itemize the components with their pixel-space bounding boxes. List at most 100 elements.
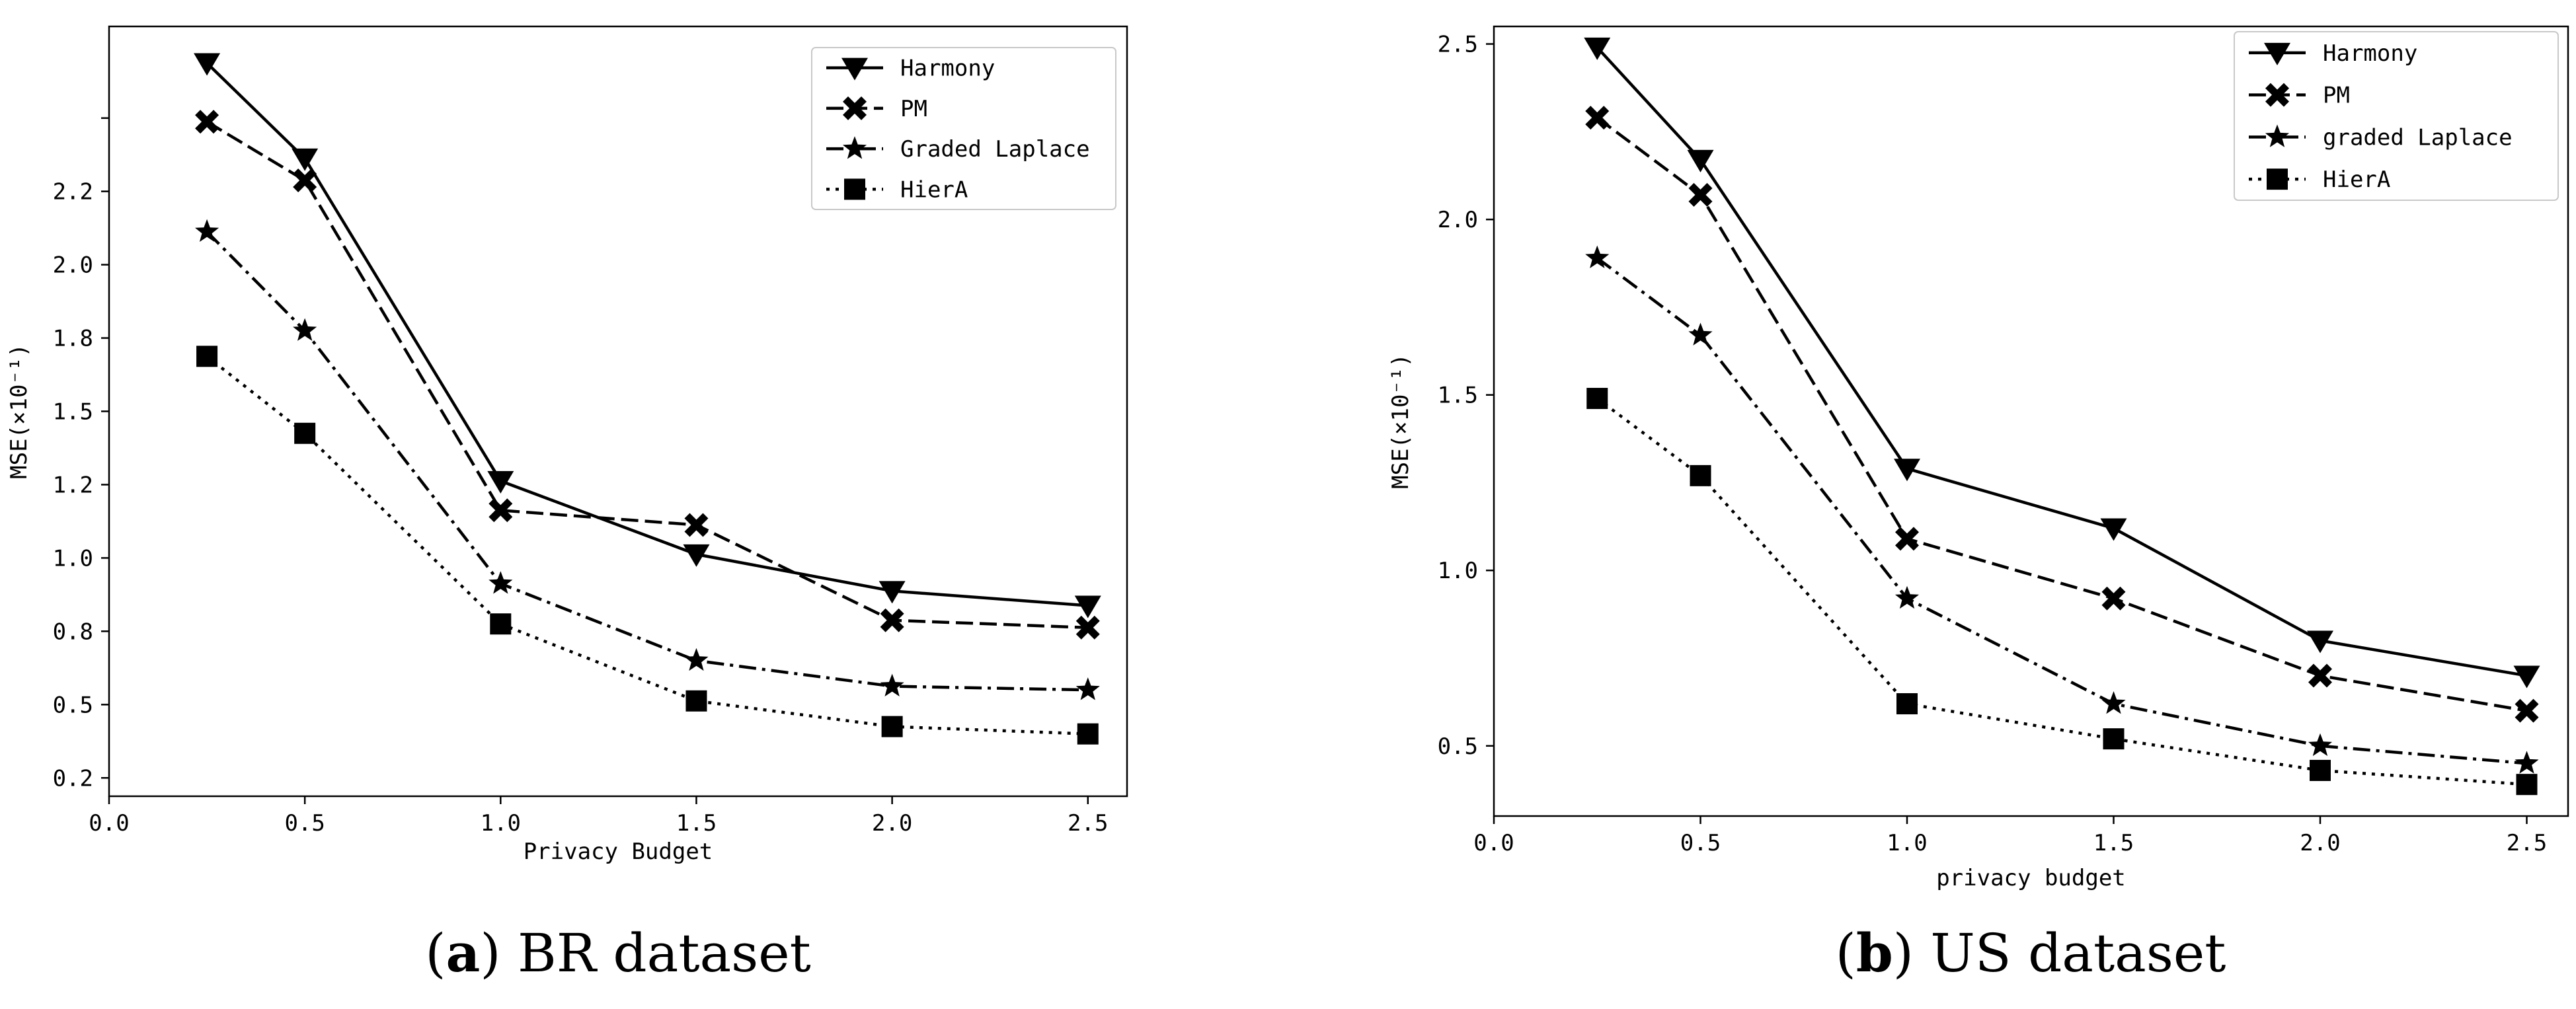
chart-a-legend-label: Graded Laplace: [900, 136, 1090, 163]
chart-a-series-harmony-point: [487, 470, 514, 494]
chart-a-series-graded-laplace-point: [488, 571, 513, 594]
chart-b-series-hiera: [1586, 387, 2538, 796]
chart-b-caption: (b) US dataset: [1836, 922, 2226, 984]
chart-a-series-hiera: [196, 346, 1099, 745]
chart-a-series-harmony-point: [292, 148, 319, 171]
chart-a-series-pm-point: [684, 513, 709, 537]
chart-b-legend-label: Harmony: [2323, 40, 2417, 67]
chart-b-legend-label: HierA: [2323, 167, 2390, 193]
chart-a-legend-item: HierA: [826, 176, 968, 203]
chart-a-series-graded-laplace-point: [293, 318, 317, 341]
chart-a-ytick-label: 1.5: [53, 399, 93, 426]
chart-b-ytick-label: 0.5: [1438, 733, 1478, 760]
chart-b-plot-frame: [1493, 25, 2569, 817]
chart-b-series-harmony-point: [2100, 518, 2127, 541]
chart-a-series-graded-laplace: [195, 219, 1100, 700]
chart-b-series-graded-laplace-point: [1585, 245, 1610, 268]
chart-b-xtick-label: 2.0: [2300, 830, 2340, 856]
chart-a-series-harmony-point: [878, 581, 906, 604]
chart-b-legend-marker: [2265, 124, 2290, 147]
chart-b-series-graded-laplace-point: [2101, 691, 2126, 714]
chart-a-series-pm-line: [206, 120, 1088, 630]
chart-a-series-pm-point: [880, 608, 904, 632]
chart-a-series-graded-laplace-point: [195, 219, 219, 243]
chart-a-legend-item: PM: [826, 96, 927, 122]
chart-a-series-hiera-point: [294, 422, 316, 444]
chart-a-ylabel: MSE(×10⁻¹): [6, 344, 32, 479]
chart-a-ytick-label: 1.8: [53, 326, 93, 352]
chart-a-legend-marker: [841, 57, 868, 81]
chart-b-legend-item: HierA: [2249, 167, 2390, 193]
chart-b-series-harmony-line: [1596, 46, 2527, 677]
chart-a-legend-marker: [844, 178, 865, 200]
chart-b-series-harmony-point: [2513, 665, 2540, 689]
chart-a-legend-item: Harmony: [826, 56, 995, 82]
chart-a-ytick-label: 1.2: [53, 472, 93, 498]
chart-a-series-pm-point: [488, 498, 513, 523]
chart-a-series-harmony-point: [683, 544, 710, 567]
chart-b-series-pm-point: [1585, 106, 1610, 130]
chart-b-caption-open: (: [1836, 922, 1856, 984]
chart-b-legend-label: PM: [2323, 83, 2350, 109]
chart-b-series-graded-laplace-point: [1894, 585, 1920, 609]
chart-b-series-harmony-point: [1584, 37, 1611, 60]
chart-a-series-harmony-point: [1074, 595, 1101, 618]
chart-a-series-hiera-point: [1077, 723, 1099, 745]
chart-b-ytick-label: 2.0: [1438, 207, 1478, 233]
chart-a-series-pm: [195, 110, 1100, 640]
chart-b-legend-marker: [2267, 168, 2288, 190]
chart-a-ytick-label: 0.5: [53, 692, 93, 718]
chart-a-ytick-label: 0.8: [53, 618, 93, 645]
chart-b-legend-item: graded Laplace: [2249, 124, 2513, 151]
chart-a-series-graded-laplace-point: [880, 673, 904, 696]
chart-b-xtick-label: 0.0: [1473, 830, 1514, 856]
chart-a-legend-box: [811, 47, 1116, 210]
chart-a-legend-label: PM: [900, 96, 927, 122]
chart-b-ytick-label: 1.0: [1438, 558, 1478, 584]
chart-b-series-harmony: [1584, 37, 2540, 689]
chart-a-legend-marker: [843, 96, 867, 120]
chart-b-series-hiera-point: [1586, 387, 1608, 409]
chart-a-legend-label: HierA: [900, 176, 968, 203]
chart-a-series-graded-laplace-line: [206, 231, 1088, 692]
chart-a-xtick-label: 0.0: [89, 810, 129, 837]
chart-b-caption-text: ) US dataset: [1893, 922, 2226, 984]
chart-a-series-graded-laplace-point: [684, 648, 709, 671]
chart-b-xlabel: privacy budget: [1936, 865, 2126, 891]
chart-b-xtick-label: 0.5: [1680, 830, 1721, 856]
chart-b-legend-label: graded Laplace: [2323, 124, 2513, 151]
chart-a-series-pm-point: [293, 168, 317, 192]
chart-b-series-hiera-point: [2103, 728, 2125, 750]
chart-b-series-pm-point: [2308, 663, 2332, 688]
chart-a-series-hiera-point: [881, 716, 903, 737]
chart-a-ytick-label: 1.0: [53, 545, 93, 572]
chart-a-series-pm-point: [1075, 615, 1100, 640]
chart-a-series-pm-point: [195, 110, 219, 134]
chart-b-series-graded-laplace-point: [1688, 322, 1713, 346]
chart-b-xtick-label: 1.0: [1887, 830, 1927, 856]
chart-b-caption-tag: b: [1856, 922, 1893, 984]
chart-a-legend: Harmony PM Graded Laplace HierA: [811, 47, 1116, 210]
chart-a-xtick-label: 1.0: [481, 810, 521, 837]
chart-b-series-pm-point: [2101, 586, 2126, 611]
chart-b-legend-item: PM: [2249, 83, 2350, 109]
chart-a-caption-text: ) BR dataset: [480, 922, 810, 984]
chart-b-series-hiera-point: [1896, 693, 1918, 715]
chart-a-xtick-label: 1.5: [676, 810, 717, 837]
chart-b-series-graded-laplace-point: [2308, 733, 2333, 757]
chart-b-ytick-label: 2.5: [1438, 32, 1478, 58]
chart-b-xtick-label: 2.5: [2507, 830, 2547, 856]
chart-b-series-graded-laplace-line: [1596, 256, 2527, 765]
chart-a-series-graded-laplace-point: [1075, 677, 1100, 700]
chart-a: 0.0 0.5 1.0 1.5 2.0 2.5 0.2 0.5 0.8 1.0 1.2 1.5 1.8 2…: [6, 25, 1128, 984]
chart-b-series-hiera-point: [1690, 465, 1711, 486]
chart-a-series-hiera-line: [206, 355, 1088, 735]
chart-a-series-hiera-point: [490, 613, 512, 635]
chart-b-series-hiera-line: [1596, 397, 2527, 786]
chart-a-legend-item: Graded Laplace: [826, 136, 1090, 163]
chart-a-ytick-label: 2.0: [53, 252, 93, 279]
chart-a-caption-open: (: [425, 922, 446, 984]
chart-b-legend-item: Harmony: [2249, 40, 2417, 67]
chart-b-series-hiera-point: [2310, 759, 2331, 781]
